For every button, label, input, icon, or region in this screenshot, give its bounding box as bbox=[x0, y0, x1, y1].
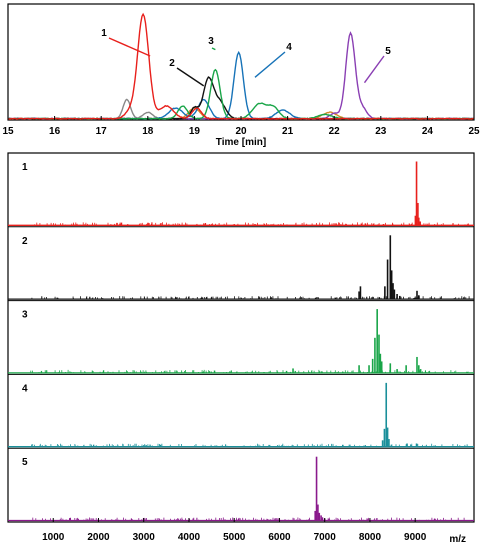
peak-label-leader-1 bbox=[108, 37, 151, 57]
peak-label-leader-2 bbox=[176, 67, 205, 87]
chromatogram-x-tick-label: 24 bbox=[422, 126, 434, 137]
mass-spectra-x-tick-label: 1000 bbox=[42, 532, 65, 543]
spectrum-noise-1 bbox=[34, 222, 469, 226]
mass-spectra-x-ticks: 1000 2000 3000 4000 5000 6000 7000 8000 9000 bbox=[42, 518, 427, 543]
mass-spectra-x-tick-label: 2000 bbox=[87, 532, 110, 543]
peak-label-5: 5 bbox=[385, 46, 391, 57]
chromatogram-trace-1 bbox=[7, 12, 475, 120]
chromatogram-x-tick-label: 21 bbox=[282, 126, 294, 137]
mass-spectra-x-tick-label: 7000 bbox=[314, 532, 337, 543]
peak-label-4: 4 bbox=[286, 42, 292, 53]
peak-label-leader-3 bbox=[211, 47, 216, 51]
mass-spectra-chart: 1 2 3 4 5 1000 2000 3000 4000 5000 6000 7000 8000 90… bbox=[7, 152, 475, 545]
chromatogram-x-axis-label: Time [min] bbox=[216, 137, 266, 148]
spectrum-panel-1: 1 bbox=[8, 161, 474, 226]
mass-spectra-frame bbox=[7, 152, 475, 523]
chromatogram-x-tick-label: 19 bbox=[189, 126, 201, 137]
mass-spectra-x-tick-label: 6000 bbox=[268, 532, 291, 543]
spectrum-panel-label-1: 1 bbox=[22, 162, 28, 173]
spectrum-panel-label-3: 3 bbox=[22, 310, 28, 321]
spectrum-panel-3: 3 bbox=[8, 300, 474, 374]
mass-spectra-x-tick-label: 4000 bbox=[178, 532, 201, 543]
spectrum-noise-2 bbox=[31, 296, 470, 300]
spectrum-noise-3 bbox=[30, 369, 469, 373]
chromatogram-traces bbox=[7, 12, 475, 120]
spectrum-panel-label-4: 4 bbox=[22, 383, 28, 394]
mass-spectra-x-tick-label: 9000 bbox=[404, 532, 427, 543]
mass-spectra-x-tick-label: 8000 bbox=[359, 532, 382, 543]
chromatogram-trace-4 bbox=[7, 50, 475, 120]
peak-label-leader-4 bbox=[254, 51, 286, 78]
chromatogram-trace-5 bbox=[7, 31, 475, 120]
chromatogram-x-tick-label: 20 bbox=[235, 126, 247, 137]
spectrum-noise-5 bbox=[32, 517, 468, 521]
chromatogram-peak-labels: 1 2 3 4 5 bbox=[101, 28, 391, 87]
chromatogram-trace-3 bbox=[7, 68, 475, 120]
chromatogram-x-ticks: 15 16 17 18 19 20 21 22 23 24 25 bbox=[2, 116, 480, 137]
spectrum-panel-2: 2 bbox=[8, 226, 474, 300]
spectrum-panel-5: 5 bbox=[8, 447, 474, 522]
chromatogram-x-tick-label: 15 bbox=[2, 126, 14, 137]
chromatogram-trace-2 bbox=[7, 76, 474, 120]
mass-spectra-panels: 1 2 3 4 5 bbox=[8, 161, 474, 522]
spectrum-panel-4: 4 bbox=[8, 373, 474, 448]
chromatogram-x-tick-label: 23 bbox=[375, 126, 387, 137]
chromatogram-x-tick-label: 18 bbox=[142, 126, 154, 137]
peak-label-2: 2 bbox=[169, 58, 175, 69]
peak-label-3: 3 bbox=[208, 36, 214, 47]
peak-label-leader-5 bbox=[363, 55, 385, 84]
spectrum-panel-label-2: 2 bbox=[22, 236, 28, 247]
peak-label-1: 1 bbox=[101, 28, 107, 39]
spectrum-panel-label-5: 5 bbox=[22, 457, 28, 468]
mass-spectra-x-tick-label: 3000 bbox=[133, 532, 156, 543]
chromatogram-x-tick-label: 25 bbox=[468, 126, 480, 137]
chromatogram-x-tick-label: 17 bbox=[96, 126, 108, 137]
mass-spectra-x-axis-label: m/z bbox=[449, 534, 466, 545]
mass-spectra-x-tick-label: 5000 bbox=[223, 532, 246, 543]
chromatogram-x-tick-label: 16 bbox=[49, 126, 61, 137]
chromatogram-x-tick-label: 22 bbox=[329, 126, 341, 137]
